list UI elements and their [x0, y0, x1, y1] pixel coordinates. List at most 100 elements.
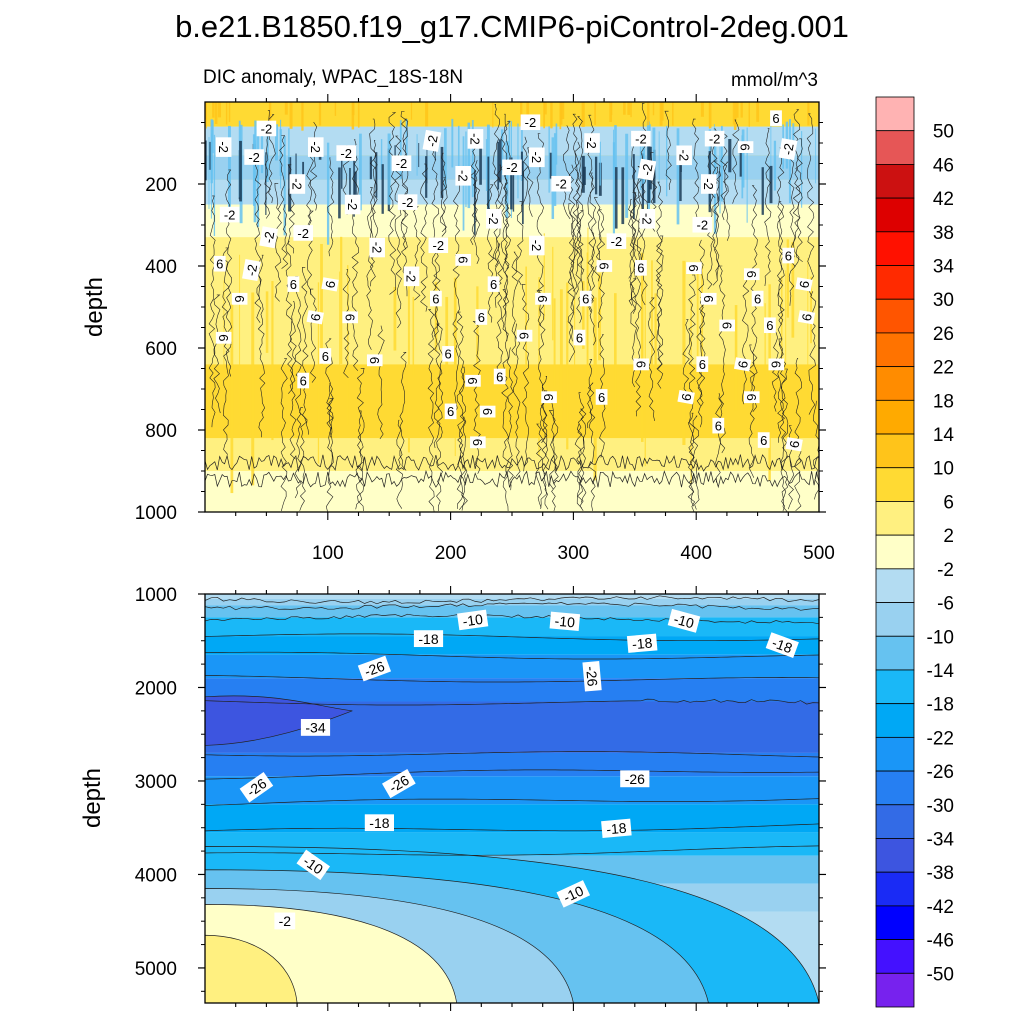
contour-label-box: [307, 137, 324, 157]
colorbar-box: [875, 130, 915, 165]
contour-label: 6: [751, 290, 764, 306]
contour-label-text: -2: [676, 150, 691, 162]
contour-label-text: 6: [308, 312, 324, 322]
contour-line: [366, 187, 374, 350]
anomaly-streak: [212, 102, 215, 118]
anomaly-streak: [274, 124, 278, 161]
anomaly-streak: [410, 102, 413, 120]
contour-label-box: [470, 436, 486, 449]
contour-label: -2: [345, 194, 361, 215]
contour-label: 6: [633, 358, 649, 371]
contour-label-box: [215, 137, 232, 157]
contour-band: [205, 598, 819, 606]
colorbar-box: [875, 366, 915, 401]
colorbar-box: [875, 568, 915, 603]
contour-line: [285, 240, 293, 394]
contour-line: [713, 160, 721, 280]
lower-contour-labels: -10 -10 -10-18 -18 -18-26 -26-34-26 -26 -26-18-…: [239, 608, 799, 930]
contour-label: -2: [584, 133, 600, 153]
contour-line: [593, 197, 602, 282]
colorbar-box: [875, 197, 915, 233]
contour-line: [205, 769, 819, 780]
anomaly-streak: [786, 239, 789, 318]
contour-label: -26: [357, 655, 391, 682]
anomaly-streak: [320, 243, 323, 435]
contour-label-box: [667, 608, 701, 633]
contour-line: [301, 267, 309, 435]
contour-label: 6: [475, 309, 488, 325]
contour-label: 6: [232, 292, 248, 305]
contour-line: [355, 410, 363, 510]
anomaly-streak: [559, 289, 563, 422]
contour-line: [589, 172, 597, 346]
colorbar-label: -30: [927, 796, 954, 817]
contour-label-text: -2: [261, 230, 278, 244]
anomaly-streak: [652, 127, 656, 171]
anomaly-streak: [283, 135, 286, 236]
contour-line: [310, 288, 317, 383]
contour-line: [697, 239, 706, 428]
contour-label-box: [319, 348, 332, 364]
anomaly-streak: [666, 125, 668, 197]
contour-label: -2: [704, 130, 725, 146]
contour-label-text: 6: [322, 280, 338, 290]
anomaly-streak: [761, 167, 764, 215]
anomaly-streak: [690, 299, 692, 485]
contour-line: [787, 425, 795, 510]
contour-label-box: [626, 633, 658, 653]
contour-label-text: -2: [340, 146, 352, 161]
contour-label: 6: [719, 319, 735, 332]
anomaly-streak: [721, 135, 723, 201]
contour-band: [205, 605, 819, 618]
colorbar-box: [875, 905, 915, 940]
contour-label-box: [529, 235, 545, 256]
anomaly-streak: [334, 102, 337, 116]
contour-line: [692, 415, 700, 510]
contour-label: -2: [468, 129, 484, 149]
contour-label-box: [487, 276, 500, 292]
anomaly-streak: [476, 286, 479, 448]
anomaly-streak: [719, 142, 721, 214]
contour-line: [588, 382, 596, 511]
contour-label-text: -2: [611, 234, 623, 249]
contour-label-text: 6: [455, 256, 470, 263]
contour-label: 6: [743, 391, 760, 404]
contour-line: [511, 251, 519, 356]
contour-label-box: [596, 260, 613, 272]
contour-label-box: [733, 357, 752, 372]
contour-label-text: -10: [561, 882, 586, 905]
contour-label: 6: [297, 372, 310, 388]
anomaly-streak: [611, 102, 613, 115]
anomaly-streak: [497, 141, 500, 190]
depth-band: [205, 237, 819, 365]
contour-label-text: -2: [529, 152, 544, 164]
anomaly-streak: [520, 151, 523, 176]
contour-label-text: -2: [290, 178, 305, 190]
contour-line: [548, 410, 556, 490]
contour-label-box: [529, 147, 545, 168]
y-tick-label: 3000: [135, 772, 177, 793]
contour-label: -2: [551, 175, 571, 192]
contour-label-box: [795, 277, 813, 292]
contour-label-text: 6: [768, 361, 783, 368]
anomaly-streak: [326, 142, 330, 245]
anomaly-streak: [205, 140, 207, 181]
contour-label-box: [289, 174, 306, 194]
colorbar-box: [875, 703, 915, 738]
contour-line: [427, 309, 435, 512]
contour-line: [257, 254, 266, 438]
contour-band: [205, 776, 819, 805]
contour-label: 6: [487, 276, 500, 292]
upper-subtitle: DIC anomaly, WPAC_18S-18N: [203, 67, 463, 88]
contour-line: [486, 184, 494, 323]
colorbar: 50 46 42 38 34 30 26 22 18 14 10 6 2 -2 -6 -10 -14 -18 -22…: [875, 96, 954, 1008]
contour-label: 6: [367, 354, 383, 367]
contour-label-text: -2: [424, 134, 441, 148]
contour-label-text: -2: [369, 242, 384, 254]
contour-label-text: 6: [678, 392, 694, 402]
contour-line: [205, 595, 819, 605]
contour-label-text: 6: [490, 277, 497, 292]
contour-label: -2: [529, 235, 545, 256]
contour-line: [682, 319, 690, 399]
contour-label-box: [743, 391, 760, 404]
